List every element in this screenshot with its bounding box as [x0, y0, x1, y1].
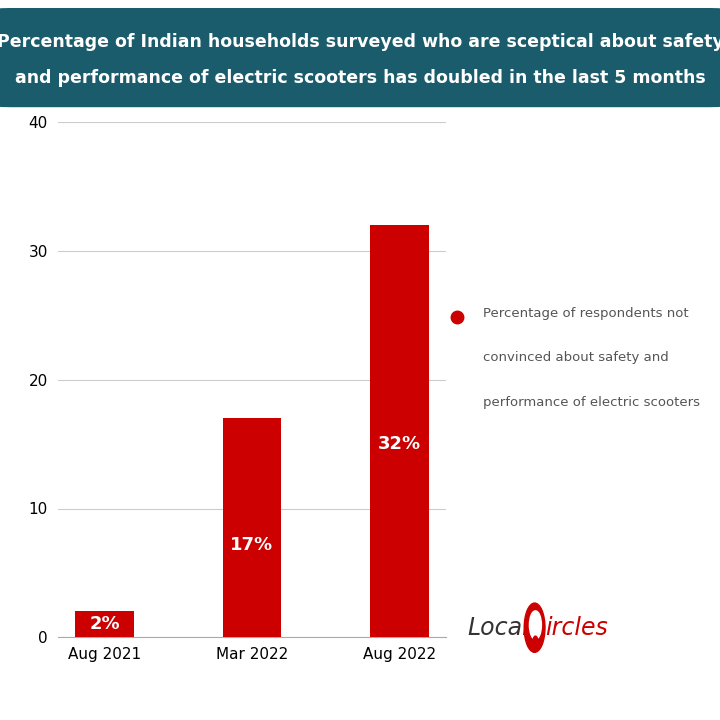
Circle shape [529, 611, 541, 639]
Text: Percentage of respondents not: Percentage of respondents not [482, 307, 688, 320]
Text: 2%: 2% [89, 616, 120, 634]
Circle shape [524, 603, 545, 652]
Bar [222, 418, 282, 637]
FancyBboxPatch shape [0, 8, 720, 107]
Bar [370, 225, 428, 637]
Text: Local: Local [467, 616, 529, 639]
Text: 17%: 17% [230, 536, 274, 554]
Text: 32%: 32% [378, 435, 420, 453]
Text: All contents in the above graphic is a copyright of LocalCircles and if publishe: All contents in the above graphic is a c… [14, 694, 706, 704]
Text: convinced about safety and: convinced about safety and [482, 351, 668, 364]
Text: ircles: ircles [546, 616, 608, 639]
Bar [76, 611, 134, 637]
Text: and performance of electric scooters has doubled in the last 5 months: and performance of electric scooters has… [14, 69, 706, 87]
Text: performance of electric scooters: performance of electric scooters [482, 395, 700, 408]
Text: Percentage of Indian households surveyed who are sceptical about safety: Percentage of Indian households surveyed… [0, 32, 720, 50]
Circle shape [533, 636, 538, 648]
